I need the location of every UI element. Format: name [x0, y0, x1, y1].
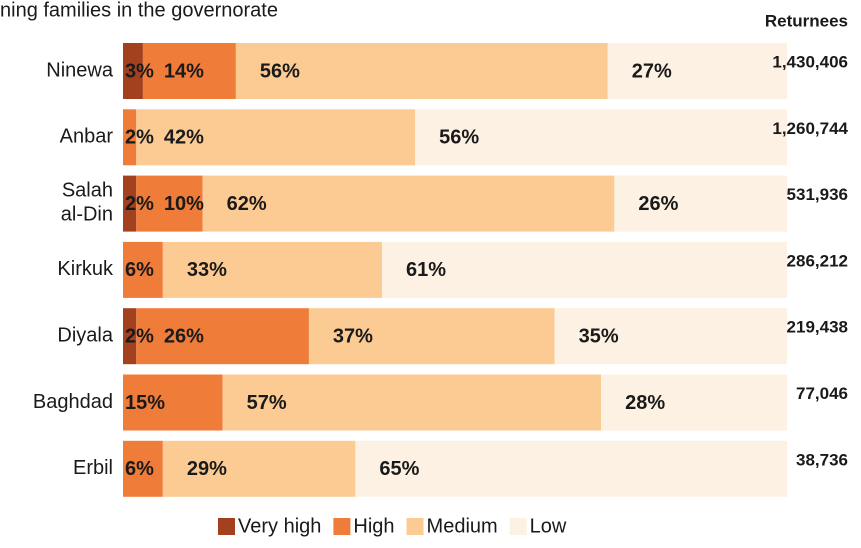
bar-segment	[136, 175, 203, 232]
legend-label: Medium	[427, 515, 498, 537]
bar-segment	[415, 109, 787, 166]
bar-segment	[123, 241, 163, 298]
value-label: 56%	[439, 127, 479, 149]
bar-segment	[162, 440, 356, 497]
legend-label: Very high	[238, 515, 321, 537]
bar-segment	[123, 43, 143, 99]
bar-segment	[381, 241, 787, 298]
value-label: 26%	[638, 193, 678, 215]
value-label: 27%	[632, 60, 672, 82]
bar-segment	[123, 175, 137, 232]
category-label: Kirkuk	[57, 258, 114, 280]
bar-segment	[123, 440, 163, 497]
value-label: 2%	[125, 193, 154, 215]
value-label: 28%	[625, 392, 665, 414]
category-label: Salah al-Din	[61, 180, 113, 226]
value-label: 3%	[125, 60, 154, 82]
legend-swatch	[509, 518, 527, 535]
category-label: Diyala	[57, 324, 113, 346]
value-label: 65%	[379, 458, 419, 480]
chart-title: ning families in the governorate	[0, 0, 278, 21]
bar-segment	[123, 308, 137, 365]
bar-segment	[554, 308, 787, 365]
category-label: Anbar	[60, 126, 114, 148]
bar-segment	[607, 43, 787, 99]
value-label: 14%	[164, 60, 204, 82]
returnees-header: Returnees	[765, 11, 848, 30]
bar-segment	[136, 308, 309, 365]
bar-segment	[136, 109, 416, 166]
bar-segment	[355, 440, 787, 497]
value-label: 10%	[164, 193, 204, 215]
legend-swatch	[406, 518, 424, 535]
value-label: 56%	[260, 60, 300, 82]
value-label: 2%	[125, 127, 154, 149]
bar-segment	[123, 109, 137, 166]
legend-swatch	[333, 518, 351, 535]
value-label: 26%	[164, 325, 204, 347]
bar-segment	[222, 374, 602, 431]
value-label: 6%	[125, 458, 154, 480]
returnees-value: 286,212	[787, 251, 848, 270]
returnees-value: 38,736	[796, 450, 848, 469]
value-label: 62%	[227, 193, 267, 215]
bar-segment	[202, 175, 615, 232]
returnees-value: 531,936	[787, 185, 848, 204]
returnees-value: 219,438	[787, 318, 848, 337]
bar-segment	[142, 43, 236, 99]
value-label: 29%	[187, 458, 227, 480]
value-label: 42%	[164, 127, 204, 149]
bar-segment	[308, 308, 555, 365]
value-label: 6%	[125, 259, 154, 281]
category-label: Erbil	[73, 457, 113, 479]
category-label: Baghdad	[33, 391, 113, 413]
bar-segment	[123, 374, 223, 431]
value-label: 2%	[125, 325, 154, 347]
bar-segment	[614, 175, 787, 232]
returnees-value: 1,430,406	[772, 52, 848, 71]
value-label: 35%	[579, 325, 619, 347]
returnees-value: 77,046	[796, 384, 848, 403]
bar-segment	[235, 43, 608, 99]
value-label: 57%	[247, 392, 287, 414]
value-label: 61%	[406, 259, 446, 281]
legend-label: High	[353, 515, 394, 537]
bar-segment	[162, 241, 382, 298]
returnees-value: 1,260,744	[772, 119, 848, 138]
bar-segment	[601, 374, 787, 431]
value-label: 15%	[125, 392, 165, 414]
legend-swatch	[218, 518, 235, 535]
category-label: Ninewa	[46, 59, 114, 81]
value-label: 33%	[187, 259, 227, 281]
value-label: 37%	[333, 325, 373, 347]
legend-label: Low	[530, 515, 567, 537]
